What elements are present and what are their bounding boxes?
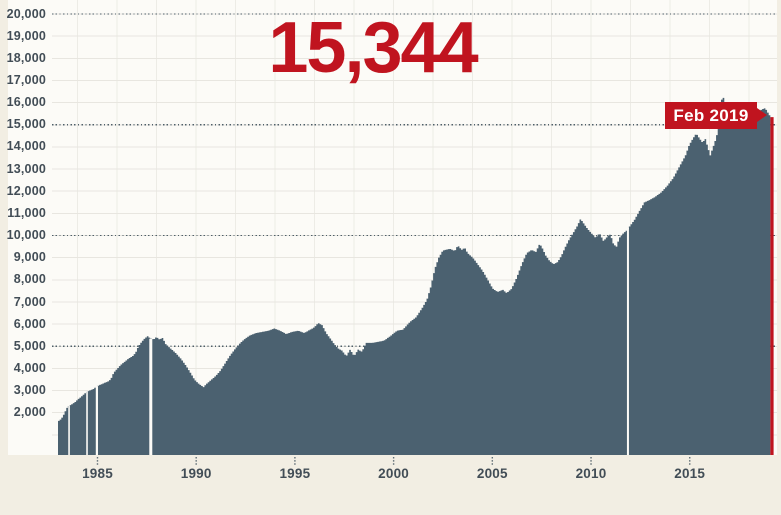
highlight-bar [770, 117, 774, 455]
y-axis-label: 18,000 [6, 50, 46, 65]
x-axis-label: 2010 [575, 466, 607, 481]
y-axis-label: 20,000 [6, 6, 46, 21]
y-axis-label: 14,000 [6, 139, 46, 154]
arrow-right-icon [757, 108, 767, 122]
y-axis-label: 6,000 [13, 316, 46, 331]
y-axis-label: 13,000 [6, 161, 46, 176]
y-axis-label: 17,000 [6, 72, 46, 87]
bars-silhouette [58, 97, 771, 456]
y-axis-label: 4,000 [13, 360, 46, 375]
y-axis-label: 7,000 [13, 294, 46, 309]
gap-separator [626, 227, 629, 455]
x-axis-label: 1990 [180, 466, 212, 481]
y-axis-label: 2,000 [13, 405, 46, 420]
callout-label: Feb 2019 [673, 106, 749, 125]
gap-separator [95, 386, 98, 455]
y-axis-label: 10,000 [6, 228, 46, 242]
y-axis-label: 9,000 [13, 250, 46, 265]
y-axis-label: 11,000 [7, 205, 46, 220]
y-axis-label: 12,000 [6, 183, 46, 198]
y-axis-label: 19,000 [6, 28, 46, 43]
x-axis-label: 1985 [82, 466, 113, 481]
y-axis-label: 3,000 [13, 383, 46, 398]
y-axis-label: 5,000 [13, 338, 46, 353]
y-axis-label: 8,000 [13, 272, 46, 287]
gap-separator [149, 338, 153, 455]
x-axis-label: 2000 [378, 466, 410, 481]
callout-badge: Feb 2019 [665, 102, 767, 129]
x-axis-label: 1995 [279, 466, 311, 481]
y-axis-label: 16,000 [6, 95, 46, 110]
headline-value: 15,344 [268, 8, 478, 88]
x-axis-label: 2005 [476, 466, 508, 481]
gap-separator [86, 391, 88, 455]
y-axis-label: 15,000 [6, 117, 46, 132]
x-axis-label: 2015 [674, 466, 706, 481]
gap-separator [68, 405, 70, 455]
